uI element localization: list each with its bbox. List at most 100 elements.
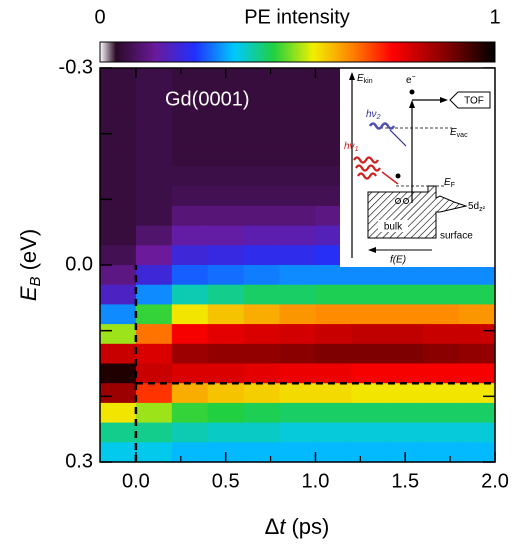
heatmap-cell	[136, 364, 173, 384]
y-tick-label: 0.0	[65, 253, 93, 275]
heatmap-cell	[280, 88, 317, 108]
heatmap-cell	[244, 324, 281, 344]
heatmap-cell	[351, 324, 388, 344]
heatmap-cell	[100, 324, 137, 344]
heatmap-cell	[387, 265, 424, 285]
surface-label: surface	[440, 231, 473, 242]
heatmap-cell	[423, 442, 460, 462]
heatmap-cell	[459, 324, 496, 344]
heatmap-cell	[136, 147, 173, 167]
heatmap-cell	[459, 344, 496, 364]
y-tick-label: -0.3	[59, 56, 93, 78]
heatmap-cell	[208, 265, 245, 285]
heatmap-cell	[136, 344, 173, 364]
heatmap-cell	[172, 68, 209, 88]
heatmap-cell	[136, 127, 173, 147]
heatmap-cell	[244, 167, 281, 187]
heatmap-cell	[136, 206, 173, 226]
heatmap-cell	[244, 206, 281, 226]
heatmap-cell	[172, 285, 209, 305]
heatmap-cell	[423, 364, 460, 384]
heatmap-cell	[172, 423, 209, 443]
heatmap-cell	[244, 442, 281, 462]
inset-diagram: Ekin Evac e− TOF hν2 hν1 EF 5dz² bulk su…	[340, 68, 496, 267]
heatmap-cell	[351, 364, 388, 384]
heatmap-cell	[244, 245, 281, 265]
y-tick-label: 0.3	[65, 450, 93, 472]
heatmap-cell	[172, 403, 209, 423]
heatmap-cell	[280, 206, 317, 226]
heatmap-cell	[136, 107, 173, 127]
heatmap-cell	[136, 265, 173, 285]
heatmap-cell	[172, 167, 209, 187]
heatmap-cell	[244, 226, 281, 246]
heatmap-cell	[100, 383, 137, 403]
heatmap-cell	[387, 364, 424, 384]
heatmap-cell	[136, 442, 173, 462]
heatmap-cell	[172, 364, 209, 384]
heatmap-cell	[208, 383, 245, 403]
heatmap-cell	[280, 107, 317, 127]
heatmap-cell	[315, 423, 352, 443]
heatmap-cell	[100, 147, 137, 167]
heatmap-cell	[280, 285, 317, 305]
heatmap-cell	[280, 383, 317, 403]
heatmap-cell	[387, 285, 424, 305]
heatmap-cell	[172, 206, 209, 226]
heatmap-cell	[172, 344, 209, 364]
heatmap-cell	[459, 364, 496, 384]
heatmap-cell	[351, 423, 388, 443]
heatmap-cell	[208, 206, 245, 226]
heatmap-cell	[315, 324, 352, 344]
heatmap-cell	[315, 403, 352, 423]
heatmap-cell	[100, 403, 137, 423]
heatmap-cell	[136, 167, 173, 187]
heatmap-cell	[100, 88, 137, 108]
heatmap-cell	[280, 245, 317, 265]
heatmap-cell	[172, 383, 209, 403]
heatmap-cell	[315, 304, 352, 324]
heatmap-cell	[100, 364, 137, 384]
heatmap-cell	[172, 245, 209, 265]
heatmap-cell	[280, 265, 317, 285]
heatmap-cell	[136, 245, 173, 265]
heatmap-cell	[244, 186, 281, 206]
x-axis-title: Δt(ps)	[265, 514, 330, 539]
heatmap-cell	[459, 423, 496, 443]
heatmap-cell	[280, 423, 317, 443]
heatmap-cell	[423, 403, 460, 423]
heatmap-cell	[315, 285, 352, 305]
heatmap-cell	[280, 442, 317, 462]
heatmap-cell	[280, 403, 317, 423]
heatmap-cell	[208, 304, 245, 324]
heatmap-cell	[136, 226, 173, 246]
heatmap-cell	[280, 167, 317, 187]
heatmap-cell	[280, 127, 317, 147]
heatmap-cell	[315, 442, 352, 462]
heatmap-cell	[280, 68, 317, 88]
heatmap-cell	[100, 344, 137, 364]
heatmap-cell	[244, 127, 281, 147]
fe-label: f(E)	[390, 255, 406, 266]
heatmap-cell	[351, 442, 388, 462]
heatmap-cell	[459, 285, 496, 305]
heatmap-cell	[244, 423, 281, 443]
heatmap-cell	[100, 442, 137, 462]
heatmap-cell	[459, 442, 496, 462]
x-tick-label: 2.0	[481, 470, 509, 492]
heatmap-cell	[459, 403, 496, 423]
heatmap-cell	[351, 403, 388, 423]
heatmap-cell	[351, 383, 388, 403]
heatmap-cell	[280, 364, 317, 384]
heatmap-cell	[280, 304, 317, 324]
heatmap-cell	[208, 364, 245, 384]
heatmap-cell	[387, 383, 424, 403]
heatmap-cell	[244, 344, 281, 364]
heatmap-cell	[100, 265, 137, 285]
tof-label: TOF	[464, 96, 484, 107]
sample-label: Gd(0001)	[165, 88, 250, 110]
heatmap-cell	[280, 186, 317, 206]
heatmap-cell	[172, 304, 209, 324]
heatmap-cell	[136, 403, 173, 423]
